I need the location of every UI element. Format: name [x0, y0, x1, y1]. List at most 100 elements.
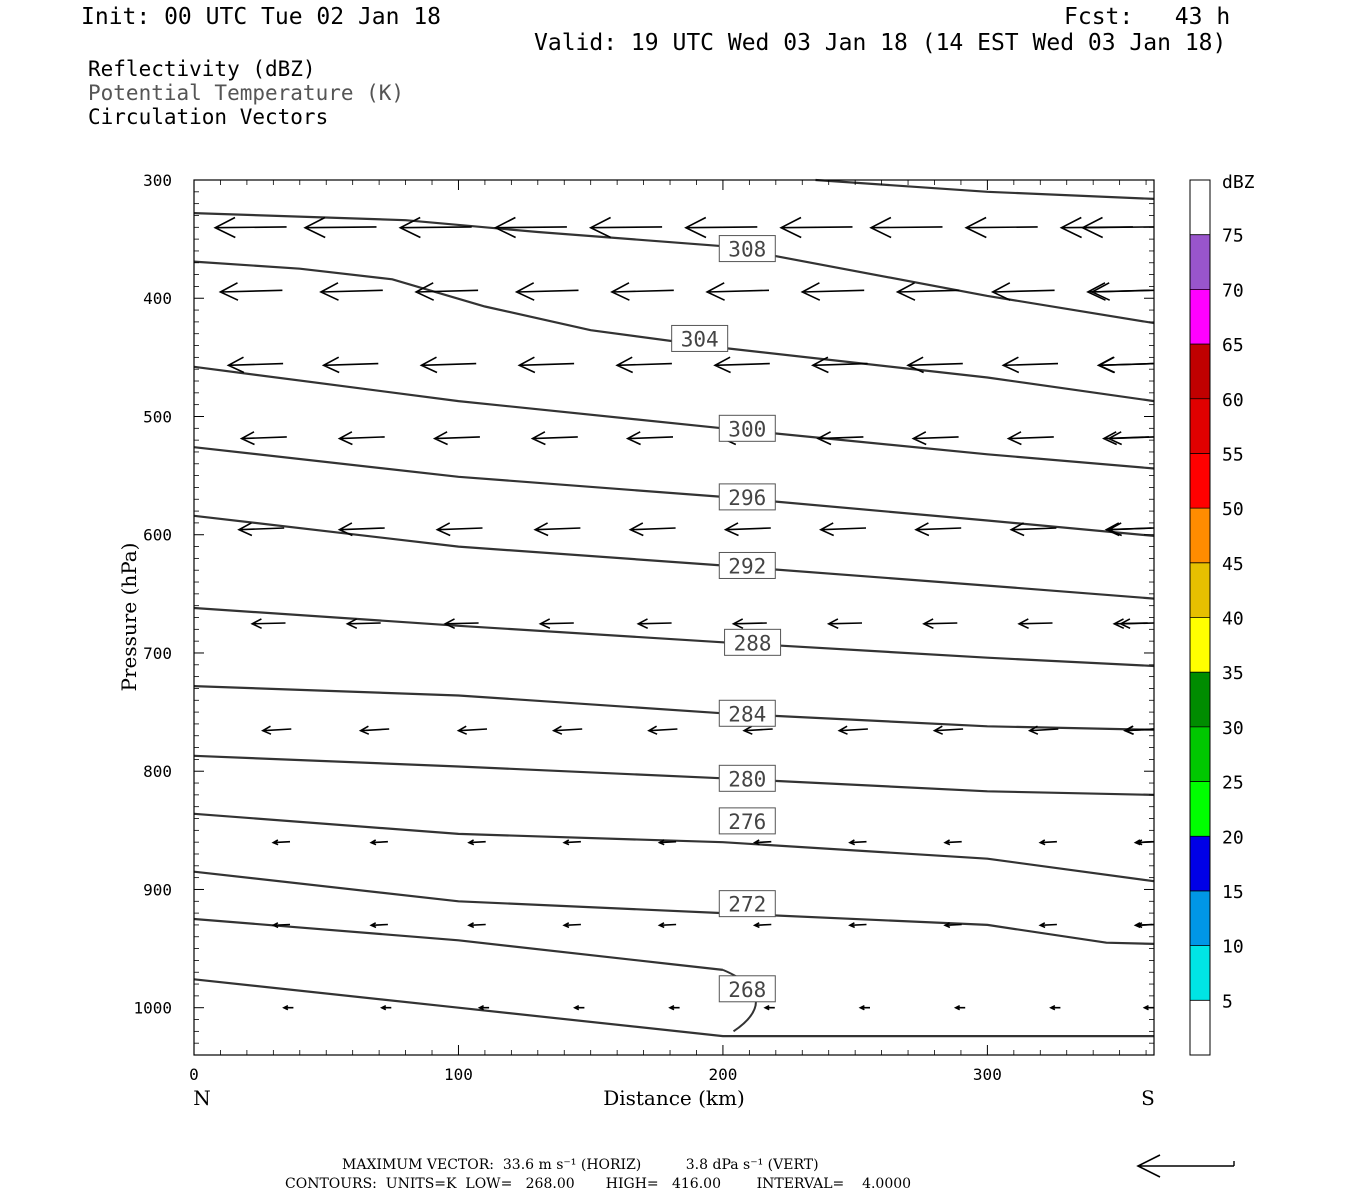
circulation-vector — [261, 725, 292, 735]
colorbar-swatch — [1190, 836, 1210, 891]
circulation-vector — [816, 431, 864, 446]
colorbar-label: 10 — [1222, 937, 1244, 958]
contour-label: 268 — [728, 978, 766, 1002]
circulation-vector — [752, 922, 772, 929]
colorbar-swatch — [1190, 344, 1210, 399]
y-tick-label: 700 — [143, 644, 172, 663]
circulation-vector — [752, 839, 772, 846]
colorbar-label: 45 — [1222, 554, 1244, 575]
circulation-vector — [615, 356, 672, 374]
contour-label-box — [718, 764, 776, 792]
colorbar-swatch — [1190, 1000, 1210, 1055]
circulation-vector — [282, 1004, 294, 1011]
circulation-vector — [628, 522, 676, 537]
colorbar-swatch — [1190, 890, 1210, 946]
colorbar-label: 25 — [1222, 773, 1244, 794]
circulation-vector — [303, 216, 377, 239]
x-axis-label: Distance (km) — [603, 1086, 745, 1110]
circulation-vector — [943, 839, 962, 846]
contour-label: 300 — [728, 417, 766, 441]
contour-label: 284 — [728, 702, 766, 726]
circulation-vector — [218, 282, 283, 301]
reference-vector — [1136, 1154, 1235, 1178]
theta-contour-unlabeled — [815, 178, 1155, 200]
circulation-vector — [1107, 522, 1155, 537]
colorbar-swatch — [1190, 617, 1210, 673]
colorbar-swatch — [1190, 180, 1210, 235]
legend-potential-temperature: Potential Temperature (K) — [88, 81, 405, 105]
circulation-vector — [800, 282, 865, 301]
circulation-vector — [636, 618, 672, 630]
footer-max-vector: MAXIMUM VECTOR: 33.6 m s⁻¹ (HORIZ) 3.8 d… — [342, 1157, 819, 1173]
y-tick-label: 900 — [143, 880, 172, 899]
circulation-vector — [443, 618, 479, 630]
colorbar: 5 10 15 20 25 30 35 40 45 50 55 60 65 70 75 dBZ — [1189, 172, 1255, 1056]
contour-label-layer: 268 272 276 280 284 288 292 296 300 304 308 — [671, 235, 782, 1003]
circulation-vector — [551, 725, 583, 735]
y-tick-label: 400 — [143, 289, 172, 308]
circulation-vector — [239, 431, 287, 446]
circulation-vector — [848, 922, 867, 929]
circulation-vector — [538, 618, 574, 630]
y-tick-label: 1000 — [133, 999, 172, 1018]
contour-layer — [193, 178, 1155, 1038]
circulation-vector — [906, 356, 963, 374]
circulation-vector — [1001, 356, 1059, 374]
circulation-vector — [432, 431, 480, 446]
axes-layer: 300 400 500 600 700 800 900 1000 0 100 200 300 Dista… — [117, 171, 1155, 1110]
circulation-vector — [705, 282, 770, 301]
contour-label-box — [718, 890, 776, 918]
colorbar-label: 60 — [1222, 390, 1244, 411]
theta-contour-296 — [193, 446, 1155, 537]
y-tick-label: 800 — [143, 762, 172, 781]
circulation-vector — [1118, 618, 1155, 630]
circulation-vector — [713, 356, 770, 374]
contour-label: 276 — [728, 810, 766, 834]
x-tick-label: 100 — [444, 1065, 473, 1084]
circulation-vector — [398, 216, 472, 239]
circulation-vector — [337, 522, 385, 537]
circulation-vector — [562, 839, 581, 846]
circulation-vector — [1006, 431, 1054, 446]
circulation-vector — [895, 282, 960, 301]
colorbar-label: 15 — [1222, 882, 1244, 903]
contour-label-box — [718, 975, 776, 1003]
x-tick-label: 200 — [708, 1065, 737, 1084]
colorbar-title: dBZ — [1222, 172, 1255, 193]
theta-contour-300 — [193, 365, 1155, 470]
circulation-vector — [1097, 356, 1155, 374]
contour-label: 304 — [681, 327, 719, 351]
circulation-vector — [588, 216, 663, 239]
contour-label-box — [724, 628, 782, 656]
circulation-vector — [271, 839, 291, 846]
y-tick-label: 600 — [143, 526, 172, 545]
circulation-vector — [517, 356, 575, 374]
circulation-vector — [763, 1004, 775, 1011]
colorbar-swatch — [1190, 508, 1210, 563]
circulation-vector — [723, 522, 771, 537]
circulation-vector — [319, 282, 383, 301]
y-tick-label: 300 — [143, 171, 172, 190]
circulation-vector — [1049, 1004, 1061, 1011]
end-label-south: S — [1141, 1086, 1155, 1110]
circulation-vector — [1080, 216, 1155, 239]
circulation-vector — [573, 1004, 585, 1011]
circulation-vector — [869, 216, 943, 239]
contour-label-box — [718, 483, 776, 511]
end-label-north: N — [193, 1086, 211, 1110]
theta-contour-280 — [193, 754, 1155, 796]
circulation-vector — [657, 922, 677, 929]
circulation-vector — [990, 282, 1055, 301]
circulation-vector — [369, 839, 388, 846]
circulation-vector — [467, 839, 486, 846]
y-axis-label: Pressure (hPa) — [117, 543, 141, 692]
init-time: Init: 00 UTC Tue 02 Jan 18 — [81, 4, 442, 30]
x-tick-label: 300 — [973, 1065, 1002, 1084]
legend-reflectivity: Reflectivity (dBZ) — [88, 57, 316, 81]
theta-contour-288 — [193, 606, 1155, 668]
contour-label: 308 — [728, 238, 766, 262]
circulation-vector — [345, 618, 381, 630]
circulation-vector — [226, 356, 284, 374]
circulation-vector — [271, 922, 291, 929]
